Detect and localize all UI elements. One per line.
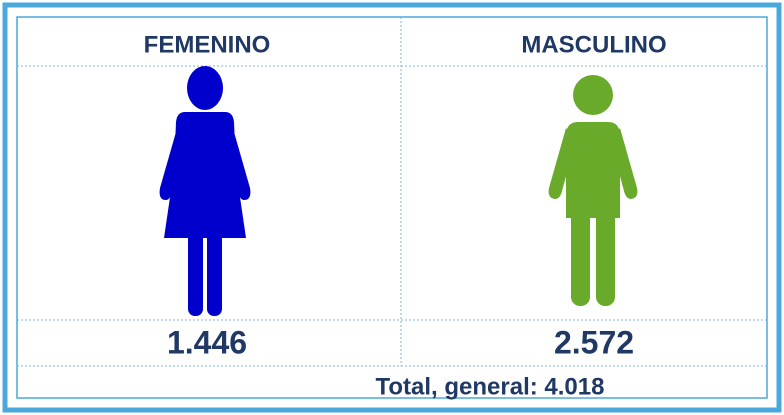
header-female: FEMENINO: [144, 31, 271, 58]
value-male: 2.572: [554, 324, 634, 360]
inner-frame: [16, 16, 768, 399]
value-female: 1.446: [167, 324, 247, 360]
female-icon: [159, 66, 251, 316]
total: Total, general: 4.018: [376, 373, 605, 400]
header-male: MASCULINO: [521, 31, 666, 58]
male-icon: [548, 75, 638, 306]
